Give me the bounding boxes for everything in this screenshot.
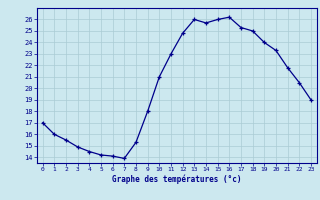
X-axis label: Graphe des températures (°c): Graphe des températures (°c) [112,175,242,184]
